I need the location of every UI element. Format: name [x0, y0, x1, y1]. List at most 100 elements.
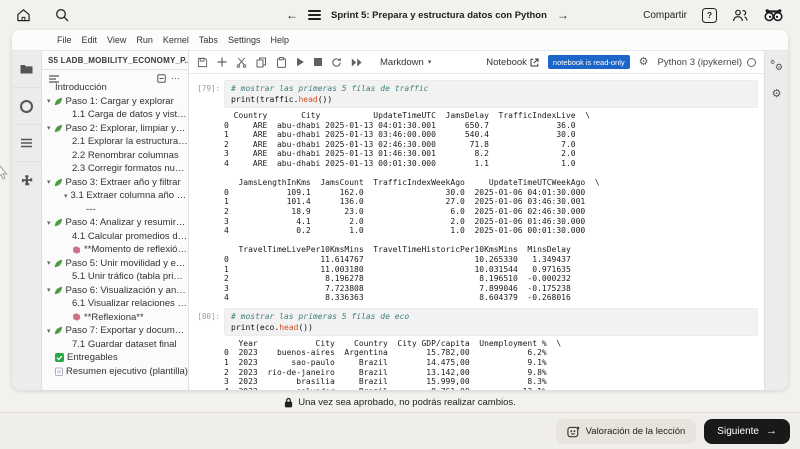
toc-item[interactable]: ▾ Paso 4: Analizar y resumir dato...	[42, 216, 188, 230]
caret-down-icon[interactable]: ▾	[47, 98, 51, 106]
code-token: print(	[231, 322, 260, 332]
save-icon[interactable]	[197, 57, 208, 68]
toc-item[interactable]: 1.1 Carga de datos y vista rápi...	[42, 108, 188, 122]
notebook-file-title[interactable]: S5 LADB_MOBILITY_ECONOMY_P...	[42, 51, 188, 70]
running-kernels-tab[interactable]	[12, 88, 41, 125]
next-button-label: Siguiente	[717, 425, 759, 437]
caret-down-icon[interactable]: ▾	[47, 287, 51, 295]
toc-item[interactable]: 7.1 Guardar dataset final	[42, 338, 188, 352]
debugger-icon[interactable]: ⚙	[771, 88, 782, 100]
toc-item-label: 2.3 Corregir formatos numéri...	[72, 163, 188, 175]
lesson-rating-button[interactable]: Valoración de la lección	[555, 418, 697, 444]
restart-kernel-icon[interactable]	[331, 57, 342, 68]
menu-item-tabs[interactable]: Tabs	[198, 35, 218, 45]
right-sidebar: ⚙ ⚙ ⚙	[764, 51, 788, 390]
toc-item[interactable]: 2.3 Corregir formatos numéri...	[42, 162, 188, 176]
extensions-tab[interactable]	[12, 162, 41, 198]
toc-item[interactable]: ▾ Paso 2: Explorar, limpiar y prep...	[42, 122, 188, 136]
toc-item[interactable]: **Momento de reflexión**	[42, 243, 188, 257]
folder-icon	[20, 64, 33, 74]
property-inspector-icon[interactable]: ⚙ ⚙	[770, 60, 783, 72]
toc-item[interactable]: ▾ Paso 3: Extraer año y filtrar	[42, 176, 188, 190]
home-button[interactable]	[16, 8, 31, 22]
caret-down-icon[interactable]: ▾	[47, 179, 51, 187]
paste-icon[interactable]	[276, 56, 287, 68]
help-button[interactable]: ?	[702, 7, 717, 23]
more-options-icon[interactable]: ⋯	[171, 73, 181, 83]
caret-down-icon[interactable]: ▾	[47, 260, 51, 268]
toc-item-label: Resumen ejecutivo (plantilla)	[66, 365, 188, 377]
toc-item[interactable]: ▾3.1 Extraer columna año y filtr...	[42, 189, 188, 203]
table-of-contents-tab[interactable]	[12, 125, 41, 162]
stop-icon[interactable]	[314, 58, 322, 66]
code-line: print(traffic.head())	[231, 94, 751, 105]
toc-item[interactable]: Introducción	[42, 81, 188, 95]
cell-output: Year City Country City GDP/capita Unempl…	[224, 338, 562, 390]
add-cell-icon[interactable]	[217, 57, 227, 67]
community-button[interactable]	[732, 9, 748, 22]
toc-item[interactable]: 6.1 Visualizar relaciones entre...	[42, 297, 188, 311]
caret-down-icon[interactable]: ▾	[47, 219, 51, 227]
toc-item-label: Paso 2: Explorar, limpiar y prep...	[65, 122, 188, 134]
mascot-logo[interactable]	[763, 8, 784, 23]
open-notebook-link[interactable]: Notebook	[486, 57, 539, 68]
next-button[interactable]: Siguiente →	[704, 418, 790, 444]
menu-item-help[interactable]: Help	[270, 35, 289, 45]
menu-item-settings[interactable]: Settings	[227, 35, 261, 45]
menu-item-file[interactable]: File	[57, 35, 72, 45]
pointer-cursor-artifact	[0, 165, 9, 180]
code-input[interactable]: # mostrar las primeras 5 filas de traffi…	[224, 80, 758, 108]
caret-down-icon[interactable]: ▾	[47, 125, 51, 133]
smiley-icon	[567, 425, 580, 438]
toc-item[interactable]: ▾ Paso 5: Unir movilidad y econo...	[42, 257, 188, 271]
search-button[interactable]	[55, 8, 69, 22]
kernel-indicator[interactable]: Python 3 (ipykernel)	[658, 57, 756, 68]
caret-down-icon[interactable]: ▾	[47, 327, 51, 335]
execution-count: [80]:	[197, 311, 220, 321]
toc-item[interactable]: ▾ Paso 6: Visualización y análisis...	[42, 284, 188, 298]
toc-item[interactable]: 5.1 Unir tráfico (tabla principa...	[42, 270, 188, 284]
toc-item-label: Entregables	[67, 352, 118, 364]
caret-down-icon[interactable]: ▾	[64, 192, 68, 200]
outline-icon[interactable]	[49, 74, 59, 83]
toc-item[interactable]: 2.2 Renombrar columnas	[42, 149, 188, 163]
toc-item[interactable]: ▾ Paso 1: Cargar y explorar	[42, 95, 188, 109]
toc-item-label: 5.1 Unir tráfico (tabla principa...	[72, 271, 188, 283]
copy-icon[interactable]	[256, 57, 267, 68]
menu-item-edit[interactable]: Edit	[81, 35, 98, 45]
file-browser-tab[interactable]	[12, 51, 41, 88]
toc-item[interactable]: 2.1 Explorar la estructura y tip...	[42, 135, 188, 149]
share-button[interactable]: Compartir	[643, 9, 687, 21]
kernel-settings-gear-icon[interactable]: ⚙	[638, 55, 649, 68]
notebook-toolbar: Markdown ▾ Notebook notebook is read-onl…	[189, 51, 764, 74]
cell-type-dropdown[interactable]: Markdown ▾	[380, 57, 431, 68]
toc-item[interactable]: 4.1 Calcular promedios de tráf...	[42, 230, 188, 244]
menu-item-view[interactable]: View	[107, 35, 127, 45]
toc-item-label: 1.1 Carga de datos y vista rápi...	[72, 109, 188, 121]
code-comment: # mostrar las primeras 5 filas de traffi…	[231, 84, 429, 93]
running-icon	[20, 99, 33, 113]
topbar: ← Sprint 5: Prepara y estructura datos c…	[0, 0, 800, 30]
toc-item-label: 6.1 Visualizar relaciones entre...	[72, 298, 188, 310]
code-input[interactable]: # mostrar las primeras 5 filas de eco pr…	[224, 307, 758, 336]
toc-item[interactable]: ▾ Paso 7: Exportar y documentar...	[42, 324, 188, 338]
back-arrow[interactable]: ←	[286, 8, 298, 22]
toc-item[interactable]: Entregables	[42, 351, 188, 365]
toc-item[interactable]: ---	[42, 203, 188, 217]
run-all-icon[interactable]	[351, 58, 363, 67]
forward-arrow[interactable]: →	[556, 8, 569, 22]
lesson-title: Sprint 5: Prepara y estructura datos con…	[331, 9, 547, 21]
seedling-icon	[54, 286, 63, 295]
menu-item-run[interactable]: Run	[136, 35, 153, 45]
toc-item[interactable]: Resumen ejecutivo (plantilla)	[42, 365, 188, 379]
run-icon[interactable]	[296, 57, 305, 67]
clipboard-icon	[55, 367, 63, 376]
toc-item[interactable]: **Reflexiona**	[42, 311, 188, 325]
lesson-menu-icon[interactable]	[308, 10, 321, 20]
seedling-icon	[54, 218, 63, 227]
search-icon	[55, 8, 69, 22]
collapse-all-icon[interactable]	[157, 74, 166, 83]
cut-icon[interactable]	[236, 57, 247, 68]
menu-item-kernel[interactable]: Kernel	[162, 35, 189, 45]
